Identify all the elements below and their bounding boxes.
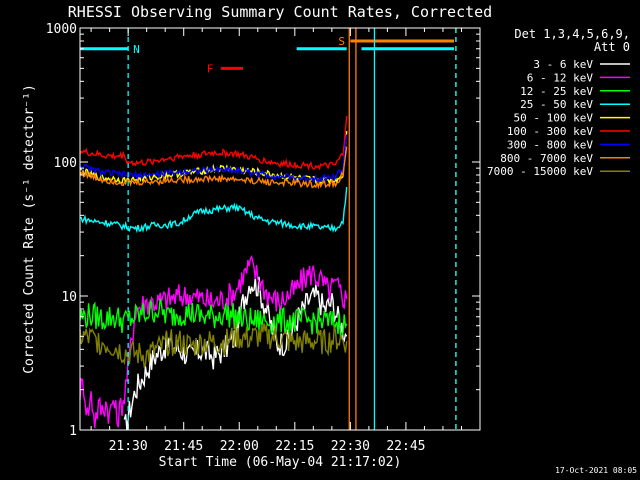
- flag-label-n: N: [133, 43, 140, 56]
- flag-layer: N S F: [80, 35, 455, 75]
- series-line-300-800-kev: [79, 134, 348, 184]
- y-tick-label: 1000: [46, 22, 77, 37]
- series-line-100-300-kev: [79, 116, 348, 171]
- legend-label-100-300-kev: 100 - 300 keV: [507, 125, 593, 138]
- legend-label-800-7000-kev: 800 - 7000 keV: [500, 152, 593, 165]
- flag-label-f: F: [207, 62, 214, 75]
- legend-label-3-6-kev: 3 - 6 keV: [533, 58, 593, 71]
- tick-layer: 1 10 100 1000 21:30 21:45 22:00 22:15 22:30 22:45: [46, 22, 480, 454]
- x-tick-label: 22:00: [220, 439, 259, 454]
- x-tick-label: 21:30: [109, 439, 148, 454]
- y-tick-label: 10: [61, 290, 77, 305]
- legend-label-6-12-kev: 6 - 12 keV: [527, 71, 594, 84]
- legend-label-50-100-kev: 50 - 100 keV: [514, 112, 594, 125]
- y-axis-label: Corrected Count Rate (s⁻¹ detector⁻¹): [22, 84, 37, 374]
- x-tick-label: 22:45: [386, 439, 425, 454]
- x-tick-label: 22:15: [275, 439, 314, 454]
- x-tick-label: 22:30: [331, 439, 370, 454]
- x-axis-label: Start Time (06-May-04 21:17:02): [159, 455, 402, 470]
- series-line-7000-15000-kev: [79, 323, 348, 368]
- series-line-12-25-kev: [79, 298, 348, 337]
- y-tick-label: 100: [54, 156, 77, 171]
- legend-header-line1: Det 1,3,4,5,6,9,: [514, 27, 630, 41]
- chart-title: RHESSI Observing Summary Count Rates, Co…: [68, 3, 492, 21]
- legend-label-12-25-kev: 12 - 25 keV: [520, 85, 593, 98]
- legend-label-300-800-kev: 300 - 800 keV: [507, 138, 593, 151]
- x-tick-label: 21:45: [164, 439, 203, 454]
- series-layer: [79, 116, 348, 431]
- legend-header-line2: Att 0: [594, 40, 630, 54]
- series-line-800-7000-kev: [79, 146, 348, 190]
- legend-label-25-50-kev: 25 - 50 keV: [520, 98, 593, 111]
- footer-timestamp: 17-Oct-2021 08:05: [555, 466, 637, 475]
- y-tick-label: 1: [69, 424, 77, 439]
- legend-label-7000-15000-kev: 7000 - 15000 keV: [487, 165, 593, 178]
- series-line-6-12-kev: [79, 255, 348, 428]
- flag-label-s: S: [338, 35, 345, 48]
- vline-layer: [127, 28, 457, 430]
- series-line-3-6-kev: [123, 276, 348, 431]
- plot-frame: [79, 27, 481, 431]
- series-line-25-50-kev: [79, 187, 348, 234]
